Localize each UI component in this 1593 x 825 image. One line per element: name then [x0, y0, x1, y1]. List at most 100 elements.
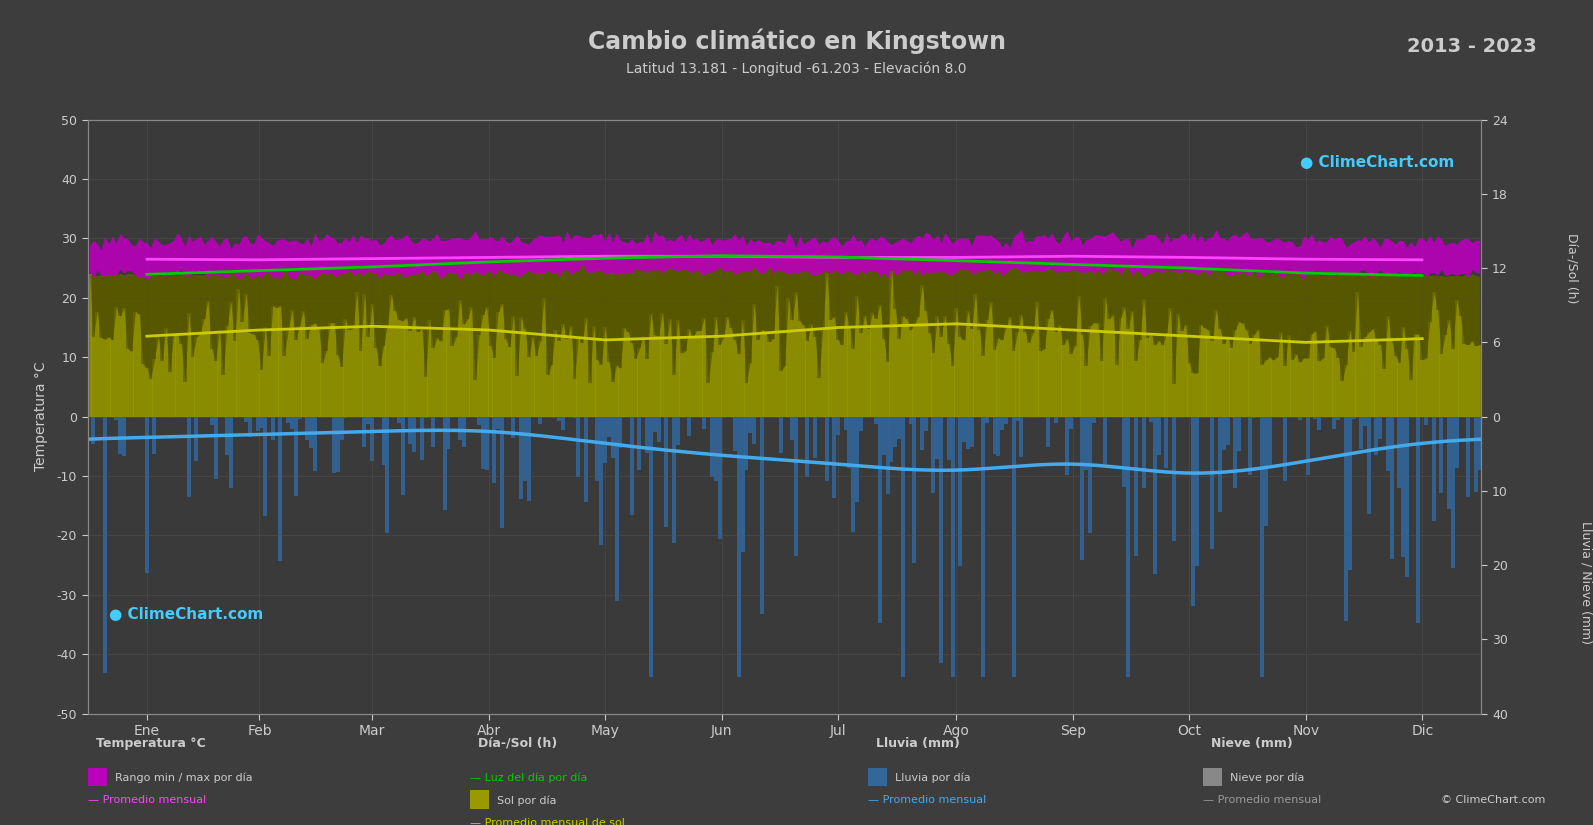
Bar — [610, 417, 615, 459]
Bar — [500, 304, 503, 417]
Bar — [104, 417, 107, 673]
Bar — [1332, 348, 1337, 417]
Bar — [126, 348, 129, 417]
Bar — [1257, 330, 1260, 417]
Bar — [883, 339, 886, 417]
Bar — [787, 299, 790, 417]
Bar — [940, 337, 943, 417]
Bar — [828, 320, 833, 417]
Bar — [432, 417, 435, 447]
Bar — [225, 417, 229, 455]
Bar — [336, 417, 339, 472]
Bar — [951, 365, 954, 417]
Bar — [217, 330, 221, 417]
Bar — [683, 351, 687, 417]
Bar — [110, 340, 115, 417]
Bar — [465, 319, 470, 417]
Text: Día-/Sol (h): Día-/Sol (h) — [1566, 233, 1579, 304]
Text: — Promedio mensual: — Promedio mensual — [868, 795, 986, 805]
Bar — [806, 417, 809, 478]
Bar — [703, 417, 706, 428]
Bar — [1137, 340, 1142, 417]
Bar — [801, 325, 806, 417]
Bar — [88, 275, 91, 417]
Bar — [703, 318, 706, 417]
Bar — [908, 330, 913, 417]
Bar — [691, 337, 695, 417]
Bar — [421, 329, 424, 417]
Bar — [244, 417, 249, 422]
Bar — [653, 336, 656, 417]
Bar — [363, 295, 366, 417]
Bar — [1282, 417, 1287, 481]
Bar — [511, 417, 516, 439]
Bar — [137, 314, 142, 417]
Bar — [99, 337, 104, 417]
Bar — [894, 417, 897, 446]
Bar — [782, 366, 787, 417]
Bar — [629, 342, 634, 417]
Bar — [1440, 417, 1443, 493]
Bar — [1233, 417, 1238, 488]
Bar — [1053, 417, 1058, 423]
Bar — [309, 325, 312, 417]
Bar — [1383, 369, 1386, 417]
Bar — [148, 379, 153, 417]
Bar — [370, 417, 374, 461]
Bar — [1440, 354, 1443, 417]
Bar — [553, 331, 558, 417]
Bar — [1129, 311, 1134, 417]
Bar — [210, 349, 213, 417]
Bar — [779, 370, 782, 417]
Bar — [730, 328, 733, 417]
Bar — [1241, 323, 1244, 417]
Bar — [1263, 417, 1268, 526]
Bar — [260, 417, 263, 427]
Bar — [1034, 302, 1039, 417]
Bar — [569, 327, 573, 417]
Bar — [1317, 417, 1321, 431]
Bar — [118, 417, 123, 455]
Bar — [965, 417, 970, 450]
Bar — [978, 330, 981, 417]
Bar — [760, 417, 763, 615]
Bar — [959, 417, 962, 566]
Text: — Luz del día por día: — Luz del día por día — [470, 773, 588, 783]
Bar — [293, 340, 298, 417]
Bar — [1080, 335, 1085, 417]
Bar — [1039, 351, 1042, 417]
Bar — [167, 372, 172, 417]
Bar — [236, 289, 241, 417]
Bar — [408, 417, 413, 445]
Bar — [744, 417, 749, 470]
Bar — [1031, 333, 1035, 417]
Bar — [714, 318, 718, 417]
Text: Rango min / max por día: Rango min / max por día — [115, 773, 252, 783]
Bar — [1088, 327, 1093, 417]
Bar — [416, 332, 421, 417]
Bar — [1115, 365, 1118, 417]
Bar — [1378, 417, 1383, 439]
Bar — [825, 417, 828, 481]
Bar — [1287, 335, 1290, 417]
Bar — [1294, 354, 1298, 417]
Text: Latitud 13.181 - Longitud -61.203 - Elevación 8.0: Latitud 13.181 - Longitud -61.203 - Elev… — [626, 62, 967, 77]
Bar — [1249, 417, 1252, 475]
Bar — [883, 417, 886, 455]
Bar — [378, 366, 382, 417]
Bar — [1233, 330, 1238, 417]
Bar — [656, 417, 661, 442]
Bar — [229, 417, 233, 488]
Bar — [91, 417, 96, 444]
Bar — [1219, 417, 1222, 512]
Bar — [104, 339, 107, 417]
Bar — [454, 337, 459, 417]
Bar — [844, 312, 847, 417]
Bar — [913, 417, 916, 563]
Bar — [875, 318, 878, 417]
Bar — [886, 362, 889, 417]
Bar — [252, 334, 256, 417]
Bar — [672, 417, 675, 543]
Bar — [1085, 365, 1088, 417]
Bar — [519, 417, 523, 498]
